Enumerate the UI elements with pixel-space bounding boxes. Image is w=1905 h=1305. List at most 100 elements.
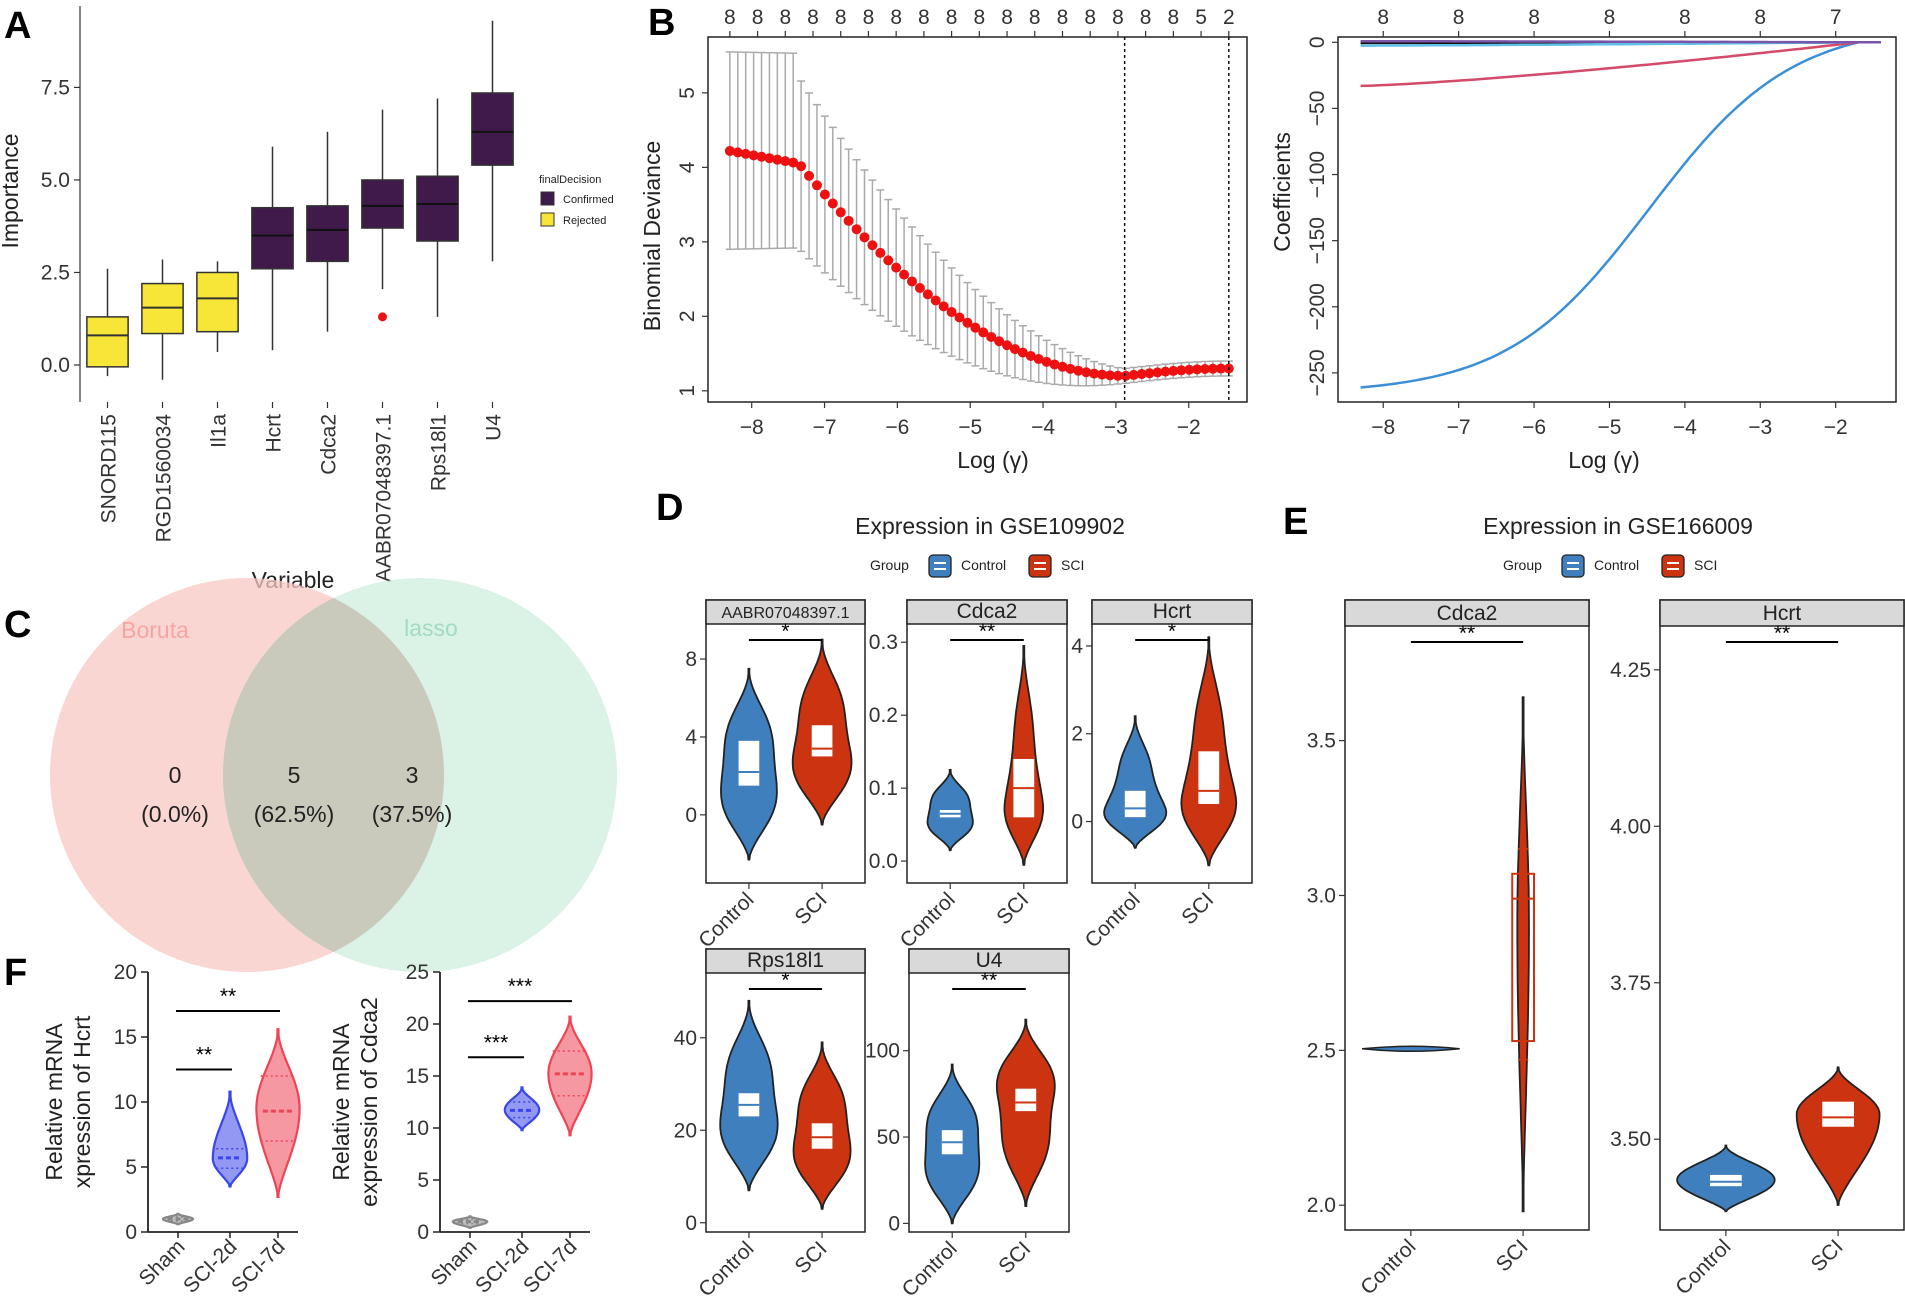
- facet-strip-label: U4: [976, 949, 1003, 972]
- b-left-xtick-label: −6: [885, 416, 909, 439]
- b-left-deviance-point: [835, 207, 846, 218]
- b-left-deviance-point: [772, 154, 783, 165]
- b-left-deviance-point: [796, 161, 807, 172]
- b-right-ytick-label: 0: [1306, 36, 1329, 48]
- b-left-deviance-point: [946, 307, 957, 318]
- a-legend-key-rejected: [540, 212, 555, 227]
- b-right-xlabel: Log (γ): [1568, 447, 1640, 473]
- a-legend-label-confirmed: Confirmed: [563, 194, 614, 206]
- facet-sig-label: *: [1168, 620, 1176, 643]
- panel-letter-d: D: [656, 487, 683, 529]
- facet-strip-label: AABR07048397.1: [721, 605, 849, 622]
- a-legend-title: finalDecision: [539, 174, 601, 186]
- b-left-toptick-label: 8: [1140, 6, 1152, 29]
- facet-ytick-label: 4.25: [1610, 659, 1651, 682]
- facet-frame: [906, 599, 1068, 884]
- a-outlier-point: [378, 312, 387, 322]
- facet-strip: [705, 599, 866, 625]
- b-left-toptick-label: 8: [1057, 6, 1069, 29]
- d-legend-label-control: Control: [961, 557, 1006, 573]
- a-xtick-label: SNORD115: [98, 414, 121, 523]
- b-left-deviance-point: [962, 317, 973, 328]
- b-left-deviance-point: [1089, 368, 1100, 379]
- b-left-deviance-point: [899, 269, 910, 280]
- facet-ytick-label: 3.75: [1610, 972, 1651, 995]
- b-left-deviance-point: [1176, 365, 1187, 376]
- b-right-toptick-label: 8: [1377, 6, 1389, 29]
- b-left-deviance-point: [1128, 369, 1139, 380]
- b-left-toptick-label: 8: [918, 6, 930, 29]
- f-ytick-label: 5: [417, 1169, 429, 1192]
- b-right-xtick-label: −4: [1673, 416, 1697, 439]
- b-left-toptick-label: 8: [1168, 6, 1180, 29]
- b-left-deviance-point: [1136, 369, 1147, 380]
- b-left-xtick-label: −5: [958, 416, 982, 439]
- b-left-deviance-point: [1041, 356, 1052, 367]
- b-left-deviance-point: [740, 148, 751, 159]
- f-ylabel-line2: xpression of Hcrt: [69, 1015, 95, 1188]
- b-right-xtick-label: −3: [1748, 416, 1772, 439]
- venn-boruta-only-count: 0: [169, 762, 182, 788]
- b-left-toptick-label: 8: [835, 6, 847, 29]
- f-sig-label: **: [220, 985, 236, 1008]
- b-left-deviance-point: [732, 147, 743, 158]
- b-left-toptick-label: 8: [863, 6, 875, 29]
- b-left-toptick-label: 8: [973, 6, 985, 29]
- b-left-deviance-point: [1057, 361, 1068, 372]
- b-left-toptick-label: 8: [807, 6, 819, 29]
- a-box: [86, 316, 129, 368]
- b-left-toptick-label: 8: [946, 6, 958, 29]
- b-left-ytick-label: 3: [676, 236, 699, 248]
- b-left-deviance-point: [986, 331, 997, 342]
- e-legend-key-sci: [1661, 554, 1685, 578]
- b-left-deviance-point: [756, 151, 767, 162]
- facet-ytick-label: 0: [685, 804, 697, 827]
- venn-intersection-pct: (62.5%): [254, 801, 335, 827]
- facet-ytick-label: 0: [1071, 811, 1083, 834]
- b-left-deviance-point: [1017, 347, 1028, 358]
- b-right-coef-line-purple: [1360, 39, 1881, 44]
- b-left-deviance-point: [851, 224, 862, 235]
- venn-label-boruta: Boruta: [121, 617, 189, 643]
- facet-ytick-label: 3.5: [1307, 730, 1336, 753]
- b-left-deviance-point: [1192, 364, 1203, 375]
- a-box: [361, 179, 404, 229]
- a-xtick-label: AABR07048397.1: [373, 414, 396, 582]
- panel-letter-f: F: [4, 952, 27, 994]
- b-left-ytick-label: 4: [676, 161, 699, 173]
- b-left-deviance-point: [1112, 370, 1123, 381]
- facet-box: [811, 725, 833, 757]
- b-left-toptick-label: 8: [1029, 6, 1041, 29]
- a-xtick-label: Il1a: [208, 414, 231, 448]
- venn-boruta-only-pct: (0.0%): [141, 801, 209, 827]
- b-right-xtick-label: −7: [1447, 416, 1471, 439]
- a-legend-key-confirmed: [540, 191, 555, 206]
- b-left-deviance-point: [843, 215, 854, 226]
- f-sig-label: **: [196, 1044, 212, 1067]
- b-right-toptick-label: 8: [1604, 6, 1616, 29]
- b-left-deviance-point: [1097, 369, 1108, 380]
- facet-strip: [1659, 599, 1905, 627]
- b-right-ylabel: Coefficients: [1269, 132, 1295, 252]
- facet-sig-label: *: [781, 969, 789, 992]
- f-ytick-label: 20: [114, 961, 137, 984]
- d-title: Expression in GSE109902: [855, 513, 1125, 539]
- facet-ytick-label: 2: [1071, 723, 1083, 746]
- a-box: [471, 92, 514, 166]
- panel-letter-c: C: [4, 604, 31, 646]
- a-legend-label-rejected: Rejected: [563, 215, 606, 227]
- e-legend: Group Control SCI: [1503, 554, 1717, 578]
- b-right-ytick-label: −100: [1306, 151, 1329, 198]
- a-ytick-label: 7.5: [41, 76, 70, 99]
- f-ytick-label: 20: [406, 1013, 429, 1036]
- b-left-ytick-label: 1: [676, 385, 699, 397]
- facet-violin: [1362, 1045, 1460, 1053]
- panel-letter-b: B: [648, 2, 675, 44]
- facet-ytick-label: 40: [674, 1027, 697, 1050]
- a-xtick-label: Hcrt: [263, 414, 286, 453]
- b-left-deviance-point: [1065, 363, 1076, 374]
- facet-box: [1015, 1088, 1037, 1112]
- b-left-deviance-point: [891, 262, 902, 273]
- b-left-deviance-point: [748, 150, 759, 161]
- b-left-deviance-point: [978, 327, 989, 338]
